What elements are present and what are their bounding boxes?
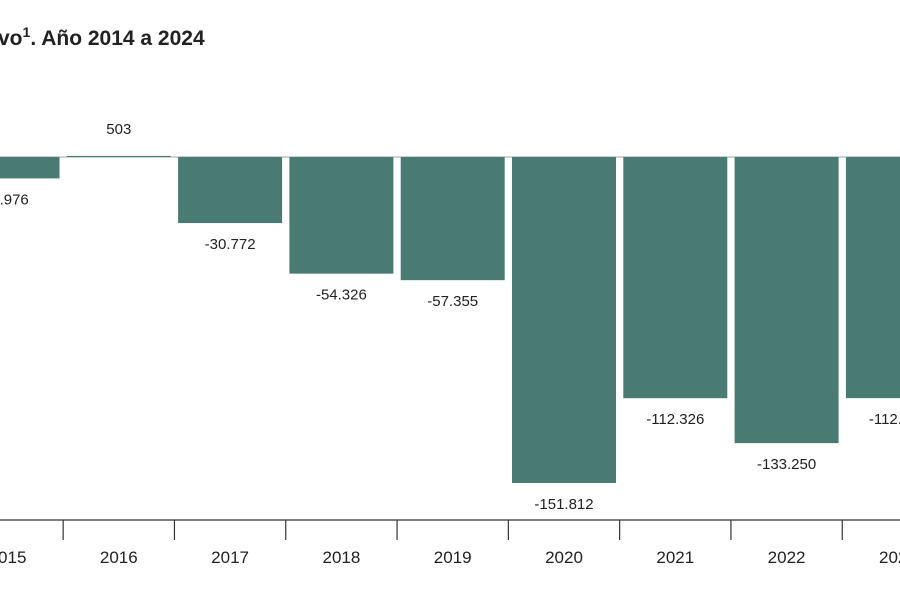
title-start: vo [0,27,23,50]
chart-title: vo1. Año 2014 a 2024 [0,24,205,50]
bar [400,157,505,281]
value-label: -151.812 [534,496,593,513]
bar [623,157,728,399]
value-label: -133.250 [757,456,816,473]
bar [512,157,616,483]
value-label: -30.772 [205,236,256,253]
title-note: 1 [23,24,31,40]
x-tick-label: 2017 [211,548,249,567]
value-label: -112.300 [869,411,900,428]
bar [0,157,60,179]
x-tick-label: 2021 [656,548,694,567]
bar [734,157,839,444]
x-tick-label: 2020 [545,548,583,567]
value-label: 503 [106,121,131,138]
bar [178,157,283,224]
value-label: -112.326 [646,411,704,428]
bar [66,155,171,157]
bar [845,157,900,399]
title-end: . Año 2014 a 2024 [30,27,205,50]
x-tick-label: 2023 [879,548,900,567]
x-tick-label: 2022 [768,548,806,567]
value-label: -57.355 [427,293,478,310]
bar [289,157,394,274]
x-tick-label: 2018 [322,548,360,567]
value-label: -54.326 [316,287,367,304]
x-tick-label: 2019 [434,548,472,567]
value-label: -9.976 [0,191,29,208]
x-tick-label: 2016 [100,548,138,567]
x-tick-label: 2015 [0,548,26,567]
